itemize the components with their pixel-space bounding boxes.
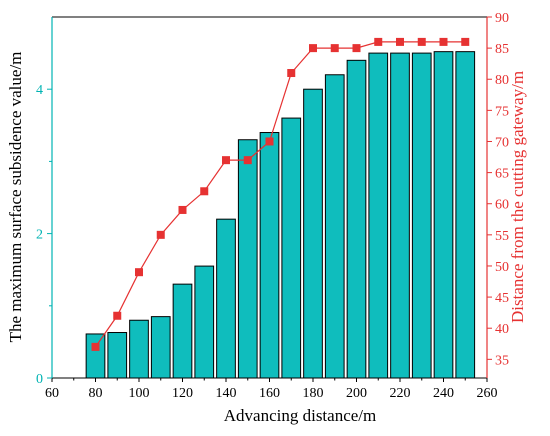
bar [368, 52, 389, 379]
y2-tick-label: 85 [495, 42, 509, 57]
bar [324, 74, 345, 379]
y2-tick-label: 40 [495, 322, 509, 337]
line-marker [287, 69, 296, 78]
y2-tick-label: 65 [495, 167, 509, 182]
y2-tick-label: 90 [495, 11, 509, 26]
y2-tick-label: 70 [495, 135, 509, 150]
y-tick-label: 2 [36, 228, 43, 243]
line-marker [178, 205, 187, 214]
x-tick-label: 240 [433, 386, 454, 401]
line-marker [243, 156, 252, 165]
line-marker [91, 342, 100, 351]
line-marker [439, 37, 448, 46]
axes-layer [51, 16, 488, 379]
x-tick-label: 180 [303, 386, 324, 401]
x-tick-label: 160 [259, 386, 280, 401]
x-tick-label: 220 [390, 386, 411, 401]
bar [194, 265, 215, 379]
y-axis-title: The maximum surface subsidence value/m [6, 52, 25, 343]
line-marker [352, 44, 361, 53]
line-marker [309, 44, 317, 53]
bar [237, 139, 258, 379]
line-marker [200, 187, 209, 196]
y2-tick-label: 50 [495, 260, 509, 275]
bar [216, 218, 236, 379]
y2-tick-label: 60 [495, 198, 509, 213]
x-tick-label: 200 [346, 386, 367, 401]
y-tick-label: 4 [36, 83, 43, 98]
line-marker [156, 230, 165, 239]
y-tick-label: 0 [36, 372, 43, 387]
line-marker [222, 156, 230, 165]
y2-tick-label: 80 [495, 73, 509, 88]
bar [411, 52, 432, 379]
bar [303, 88, 323, 379]
bar [172, 283, 193, 379]
line-marker [461, 37, 470, 46]
bar [455, 51, 476, 379]
bar [433, 51, 454, 379]
bar [129, 319, 149, 379]
y2-tick-label: 45 [495, 291, 509, 306]
bar [346, 59, 367, 379]
bar [259, 132, 280, 379]
bar [390, 52, 410, 379]
x-tick-label: 260 [477, 386, 498, 401]
y2-axis-title: Distance from the cutting gateway/m [508, 71, 527, 323]
bars-layer [85, 51, 476, 379]
y2-tick-label: 55 [495, 229, 509, 244]
bar [85, 333, 106, 379]
line-marker [396, 37, 404, 46]
line-marker [113, 311, 122, 320]
x-tick-label: 120 [172, 386, 193, 401]
line-layer [91, 37, 470, 351]
y2-tick-label: 35 [495, 353, 509, 368]
x-axis-title: Advancing distance/m [224, 406, 377, 425]
bar [107, 332, 128, 379]
line-marker [374, 37, 383, 46]
x-tick-label: 80 [89, 386, 103, 401]
line-marker [265, 137, 274, 146]
line-marker [330, 44, 339, 53]
x-tick-label: 60 [45, 386, 59, 401]
ticks-layer: 60 80 100 120 140 160 180 200 220 240 260 0 2 4 35 40 45… [36, 11, 509, 401]
line-marker [135, 268, 143, 277]
line-marker [417, 37, 426, 46]
bar [281, 117, 302, 379]
x-tick-label: 100 [129, 386, 150, 401]
y2-tick-label: 75 [495, 104, 509, 119]
x-tick-label: 140 [216, 386, 237, 401]
bar [150, 316, 171, 379]
